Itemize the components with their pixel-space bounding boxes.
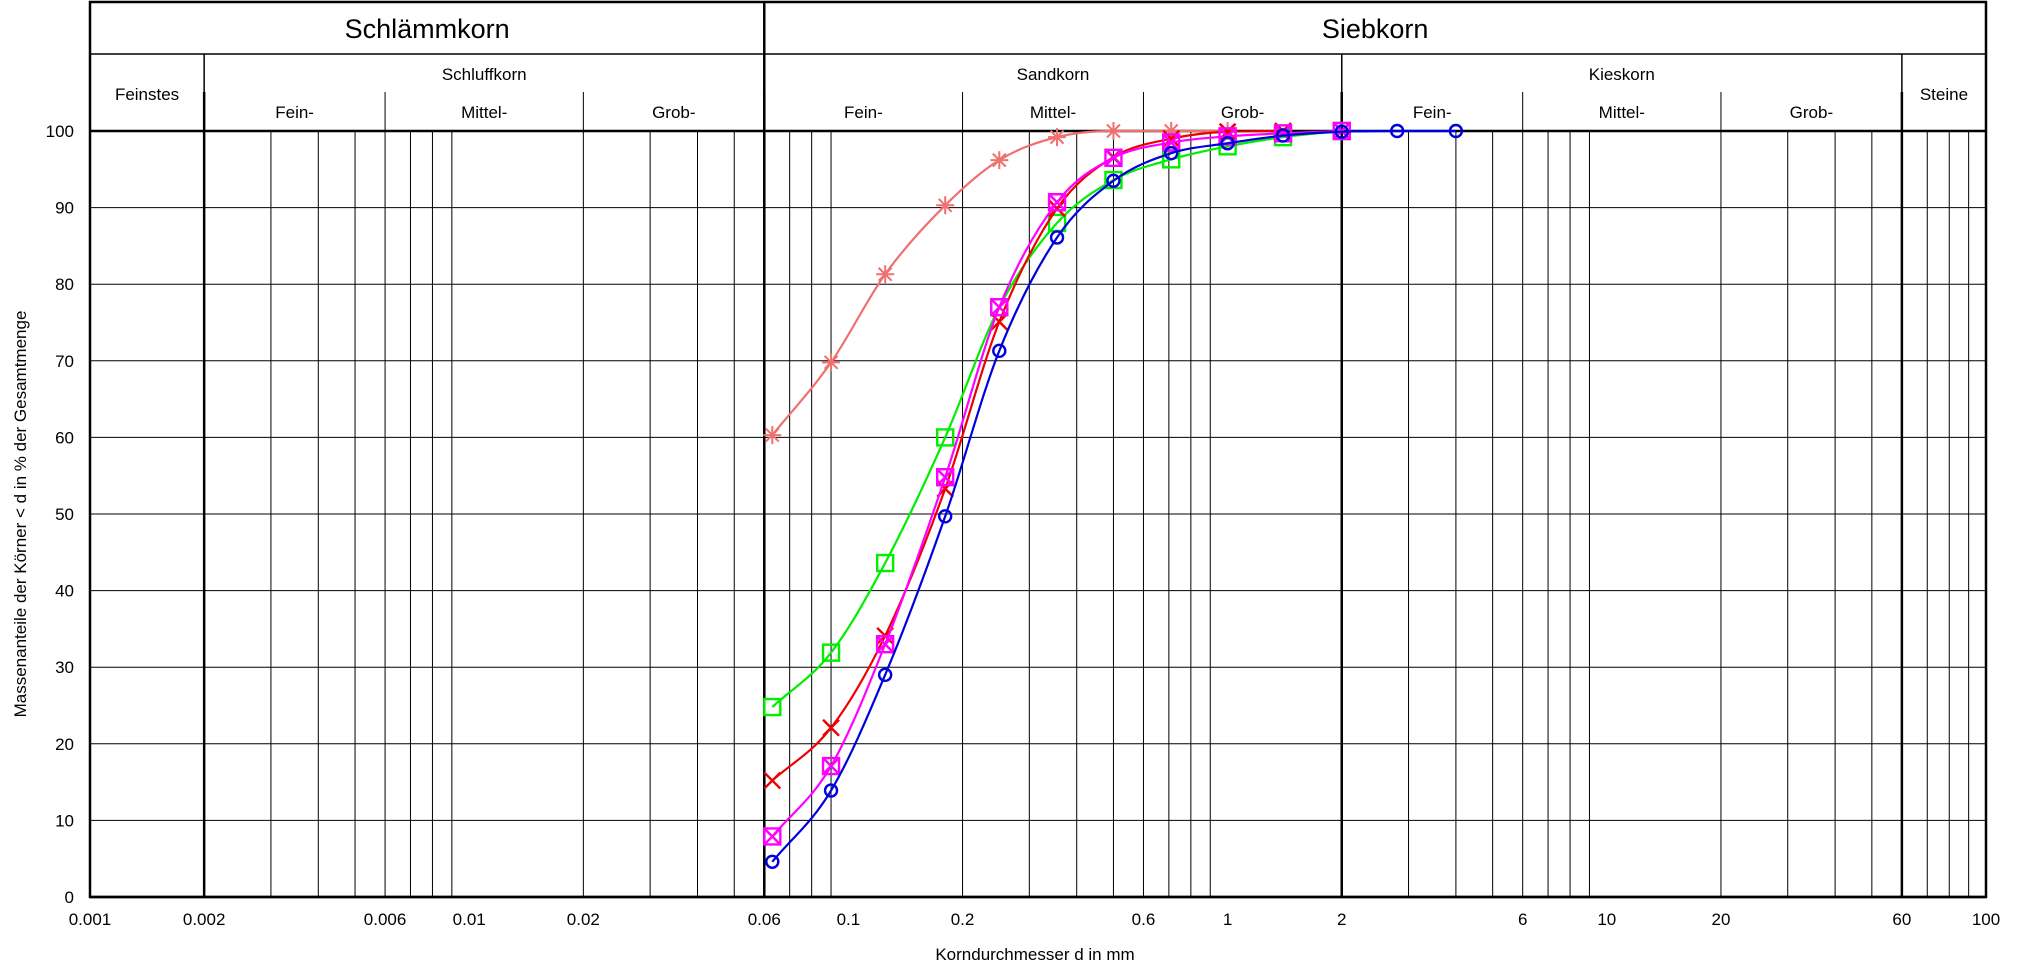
- data-point-circle: [1106, 173, 1121, 188]
- x-tick-label: 6: [1518, 910, 1527, 929]
- header-subgroup-label: Fein-: [844, 103, 883, 122]
- data-point-circle: [1220, 136, 1235, 151]
- data-series: [763, 121, 1464, 869]
- data-point-x: [763, 771, 782, 790]
- axes: 0 10 20 30 40 50 60 70 80 90 100 0.001 0.002 0.006 0.0…: [11, 122, 2000, 964]
- data-point-boxed-x: [763, 827, 782, 846]
- x-tick-label: 0.06: [748, 910, 781, 929]
- header-top-label: Siebkorn: [1322, 14, 1429, 44]
- data-point-boxed-x: [990, 297, 1009, 317]
- x-tick-label: 10: [1597, 910, 1616, 929]
- series-group: [763, 122, 1292, 790]
- data-point-x: [822, 718, 840, 737]
- y-tick-label: 0: [65, 888, 74, 907]
- data-point-circle: [1163, 146, 1179, 161]
- data-point-asterisk: [822, 353, 841, 372]
- data-point-circle: [877, 667, 893, 683]
- data-point-asterisk: [876, 265, 895, 284]
- header-subgroup-label: Grob-: [1790, 103, 1833, 122]
- header-subgroup-label: Mittel-: [461, 103, 507, 122]
- data-point-asterisk: [1104, 122, 1123, 140]
- x-tick-label: 0.2: [951, 910, 975, 929]
- data-point-x: [1048, 199, 1066, 218]
- y-tick-label: 30: [55, 658, 74, 677]
- data-point-square: [875, 553, 895, 573]
- x-tick-label: 0.1: [837, 910, 861, 929]
- header-subgroup-label: Grob-: [1221, 103, 1264, 122]
- data-point-boxed-x: [1047, 193, 1067, 212]
- data-point-circle: [992, 343, 1007, 359]
- data-point-square: [821, 643, 841, 662]
- y-tick-label: 80: [55, 275, 74, 294]
- header-subgroup-label: Mittel-: [1599, 103, 1645, 122]
- y-tick-label: 70: [55, 352, 74, 371]
- y-axis-label: Massenanteile der Körner < d in % der Ge…: [11, 311, 30, 718]
- series-group: [763, 122, 1237, 445]
- series-line: [771, 129, 1342, 708]
- y-tick-label: 60: [55, 428, 74, 447]
- header-subgroup-label: Mittel-: [1030, 103, 1076, 122]
- series-line: [771, 129, 1456, 863]
- data-point-x: [990, 312, 1009, 331]
- header-group-label: Schluffkorn: [442, 65, 527, 84]
- data-point-boxed-x: [875, 635, 895, 654]
- header-top-label: Schlämmkorn: [345, 14, 510, 44]
- data-point-asterisk: [1048, 128, 1067, 147]
- data-point-circle: [823, 783, 839, 798]
- header-group-label: Steine: [1920, 85, 1968, 104]
- data-point-circle: [1334, 124, 1349, 139]
- data-point-circle: [1448, 123, 1464, 139]
- x-tick-label: 0.6: [1132, 910, 1156, 929]
- series-line: [771, 129, 1284, 782]
- data-point-circle: [937, 509, 953, 524]
- header-subgroup-label: Fein-: [1413, 103, 1452, 122]
- y-tick-label: 50: [55, 505, 74, 524]
- x-tick-label: 1: [1223, 910, 1232, 929]
- data-point-square: [1104, 170, 1123, 190]
- y-tick-label: 90: [55, 199, 74, 218]
- data-point-asterisk: [936, 196, 955, 215]
- data-point-asterisk: [1162, 122, 1181, 140]
- y-tick-label: 40: [55, 582, 74, 601]
- series-group: [763, 121, 1351, 717]
- y-tick-label: 100: [46, 122, 74, 141]
- x-tick-label: 0.01: [453, 910, 486, 929]
- data-point-square: [763, 697, 782, 717]
- data-point-circle: [1389, 123, 1405, 139]
- grid-lines: [90, 92, 1986, 899]
- data-point-asterisk: [763, 426, 782, 445]
- header-group-label: Feinstes: [115, 85, 179, 104]
- data-point-circle: [1275, 128, 1291, 143]
- x-tick-label: 60: [1892, 910, 1911, 929]
- series-line: [771, 129, 1228, 436]
- x-tick-label: 2: [1337, 910, 1346, 929]
- data-point-circle: [1049, 230, 1065, 245]
- header-subgroup-label: Fein-: [275, 103, 314, 122]
- header-group-label: Sandkorn: [1017, 65, 1090, 84]
- x-tick-label: 0.02: [567, 910, 600, 929]
- x-tick-label: 0.001: [69, 910, 112, 929]
- classification-header: Schlämmkorn Siebkorn Feinstes Schluffkorn Sa…: [88, 0, 1988, 899]
- x-tick-label: 20: [1711, 910, 1730, 929]
- x-tick-label: 0.002: [183, 910, 226, 929]
- series-group: [765, 123, 1464, 869]
- data-point-asterisk: [990, 151, 1009, 170]
- x-tick-label: 100: [1972, 910, 2000, 929]
- y-tick-label: 10: [55, 811, 74, 830]
- x-axis-label: Korndurchmesser d in mm: [935, 945, 1134, 963]
- header-group-label: Kieskorn: [1589, 65, 1655, 84]
- x-tick-label: 0.006: [364, 910, 407, 929]
- y-tick-label: 20: [55, 735, 74, 754]
- data-point-circle: [765, 854, 780, 869]
- data-point-square: [935, 428, 955, 447]
- frame: [88, 0, 1988, 899]
- data-point-boxed-x: [935, 468, 955, 487]
- data-point-boxed-x: [1104, 148, 1123, 168]
- header-subgroup-label: Grob-: [652, 103, 695, 122]
